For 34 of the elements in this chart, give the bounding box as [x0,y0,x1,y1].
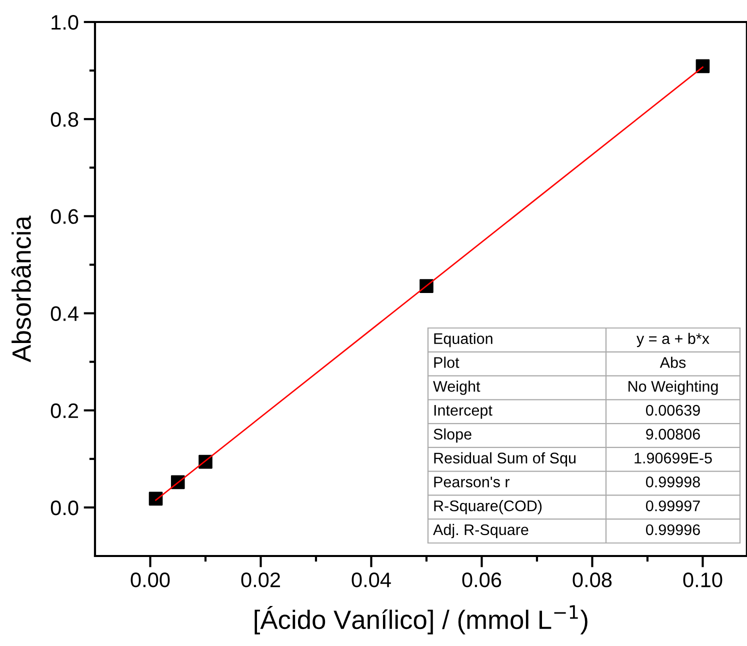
x-tick-label: 0.00 [130,572,170,588]
annotation: y = a + b*x [636,332,710,348]
y-tick-label: 0.2 [50,403,78,418]
point [148,492,163,506]
annotation: Intercept [434,405,492,419]
annotation: Weight [433,380,480,395]
y-tick-label: 0.8 [50,112,78,127]
annotation: 9.00806 [646,428,700,440]
x-tick-label: 0.08 [572,572,612,588]
annotation: 0.00639 [646,404,700,416]
x-tick-label: 0.02 [241,572,280,588]
annotation: 0.99998 [646,476,700,488]
annotation: Residual Sum of Squ [434,452,576,467]
x-tick-label: 0.04 [352,572,391,588]
y-axis-title: Absorbância [11,216,31,362]
y-tick-label: 0.0 [50,500,78,516]
annotation: Abs [660,356,686,368]
x-axis-title: [Ácido Vanílico] / (mmol L$^{−1}$) [254,605,588,634]
x-tick-label: 0.10 [683,572,722,588]
y-tick-label: 0.4 [50,306,78,322]
y-tick-label: 0.6 [50,209,78,224]
annotation: R-Square(COD) [434,500,542,514]
annotation: 0.99996 [646,524,700,536]
point [696,59,710,74]
x-tick-label: 0.06 [462,572,502,588]
annotation: Adj. R-Square [433,524,528,538]
annotation: 1.90699E-5 [634,452,712,464]
annotation: Slope [434,428,472,443]
annotation: 0.99997 [646,500,700,512]
annotation: Pearson's r [434,476,510,488]
annotation: Plot [434,356,460,368]
y-tick-label: 1.0 [52,15,78,30]
annotation: Equation [434,332,492,348]
annotation: No Weighting [628,380,718,395]
